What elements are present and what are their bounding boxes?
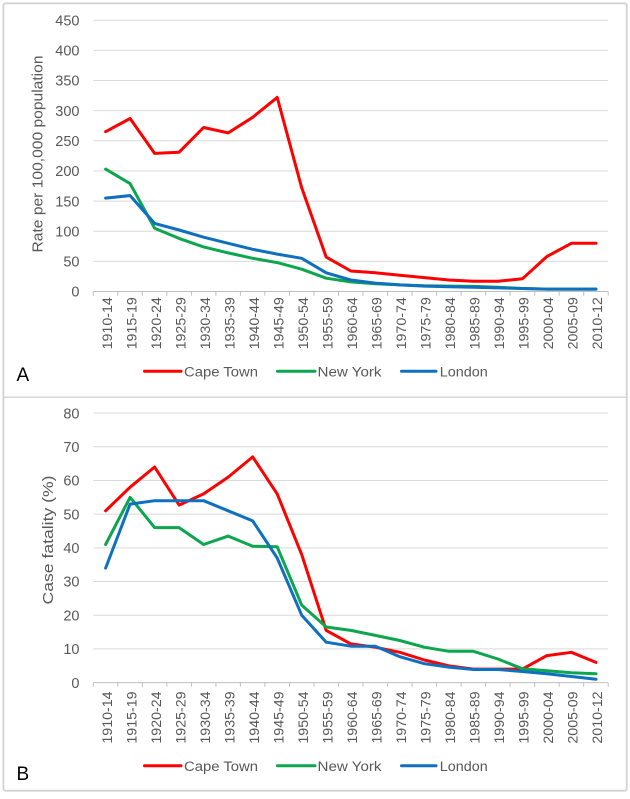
svg-text:50: 50 — [63, 255, 79, 271]
svg-text:350: 350 — [55, 74, 79, 90]
svg-text:30: 30 — [63, 575, 79, 591]
svg-text:80: 80 — [63, 406, 79, 422]
svg-text:1910-14: 1910-14 — [99, 691, 115, 743]
svg-text:70: 70 — [63, 440, 79, 456]
svg-text:1995-99: 1995-99 — [516, 297, 532, 349]
svg-text:1940-44: 1940-44 — [246, 691, 262, 743]
svg-text:1985-89: 1985-89 — [467, 297, 483, 349]
svg-text:100: 100 — [55, 224, 79, 240]
svg-text:400: 400 — [55, 44, 79, 60]
svg-text:1910-14: 1910-14 — [99, 297, 115, 349]
svg-text:2005-09: 2005-09 — [565, 297, 581, 349]
svg-text:1990-94: 1990-94 — [491, 297, 507, 349]
svg-text:1985-89: 1985-89 — [467, 691, 483, 743]
svg-text:20: 20 — [63, 608, 79, 624]
svg-text:1920-24: 1920-24 — [148, 297, 164, 349]
svg-text:B: B — [17, 764, 30, 785]
svg-text:1915-19: 1915-19 — [123, 297, 139, 349]
svg-text:Case fatality (%): Case fatality (%) — [40, 476, 57, 605]
svg-text:London: London — [440, 364, 488, 380]
svg-text:1975-79: 1975-79 — [418, 691, 434, 743]
svg-text:1950-54: 1950-54 — [295, 297, 311, 349]
svg-text:1945-49: 1945-49 — [270, 691, 286, 743]
svg-text:2010-12: 2010-12 — [589, 691, 605, 743]
svg-text:150: 150 — [55, 194, 79, 210]
svg-text:Cape Town: Cape Town — [184, 759, 258, 775]
svg-text:1970-74: 1970-74 — [393, 691, 409, 743]
svg-text:1950-54: 1950-54 — [295, 691, 311, 743]
svg-text:0: 0 — [71, 676, 79, 692]
svg-text:1925-29: 1925-29 — [172, 691, 188, 743]
svg-text:250: 250 — [55, 134, 79, 150]
svg-text:0: 0 — [71, 285, 79, 301]
svg-text:1935-39: 1935-39 — [221, 297, 237, 349]
svg-text:2000-04: 2000-04 — [540, 297, 556, 349]
svg-text:1995-99: 1995-99 — [516, 691, 532, 743]
svg-text:1940-44: 1940-44 — [246, 297, 262, 349]
svg-text:1930-34: 1930-34 — [197, 297, 213, 349]
svg-text:50: 50 — [63, 507, 79, 523]
svg-text:60: 60 — [63, 474, 79, 490]
svg-text:1965-69: 1965-69 — [369, 297, 385, 349]
svg-text:1980-84: 1980-84 — [442, 297, 458, 349]
svg-text:450: 450 — [55, 13, 79, 29]
svg-text:10: 10 — [63, 642, 79, 658]
svg-text:Cape Town: Cape Town — [184, 364, 258, 380]
svg-text:1955-59: 1955-59 — [319, 691, 335, 743]
svg-text:1935-39: 1935-39 — [221, 691, 237, 743]
svg-text:2010-12: 2010-12 — [589, 297, 605, 349]
svg-text:1920-24: 1920-24 — [148, 691, 164, 743]
svg-text:1975-79: 1975-79 — [418, 297, 434, 349]
svg-text:1970-74: 1970-74 — [393, 297, 409, 349]
svg-text:1990-94: 1990-94 — [491, 691, 507, 743]
svg-text:New York: New York — [318, 759, 383, 775]
svg-text:London: London — [440, 759, 488, 775]
svg-text:1965-69: 1965-69 — [369, 691, 385, 743]
svg-text:300: 300 — [55, 104, 79, 120]
svg-text:New York: New York — [318, 364, 383, 380]
svg-text:40: 40 — [63, 541, 79, 557]
svg-text:1930-34: 1930-34 — [197, 691, 213, 743]
svg-text:1960-64: 1960-64 — [344, 691, 360, 743]
svg-text:2000-04: 2000-04 — [540, 691, 556, 743]
svg-text:A: A — [17, 365, 30, 386]
svg-text:1925-29: 1925-29 — [172, 297, 188, 349]
svg-text:1960-64: 1960-64 — [344, 297, 360, 349]
svg-text:1955-59: 1955-59 — [319, 297, 335, 349]
svg-text:1945-49: 1945-49 — [270, 297, 286, 349]
svg-text:200: 200 — [55, 164, 79, 180]
svg-text:1980-84: 1980-84 — [442, 691, 458, 743]
svg-text:1915-19: 1915-19 — [123, 691, 139, 743]
svg-text:2005-09: 2005-09 — [565, 691, 581, 743]
svg-text:Rate per 100,000 population: Rate per 100,000 population — [30, 55, 47, 252]
